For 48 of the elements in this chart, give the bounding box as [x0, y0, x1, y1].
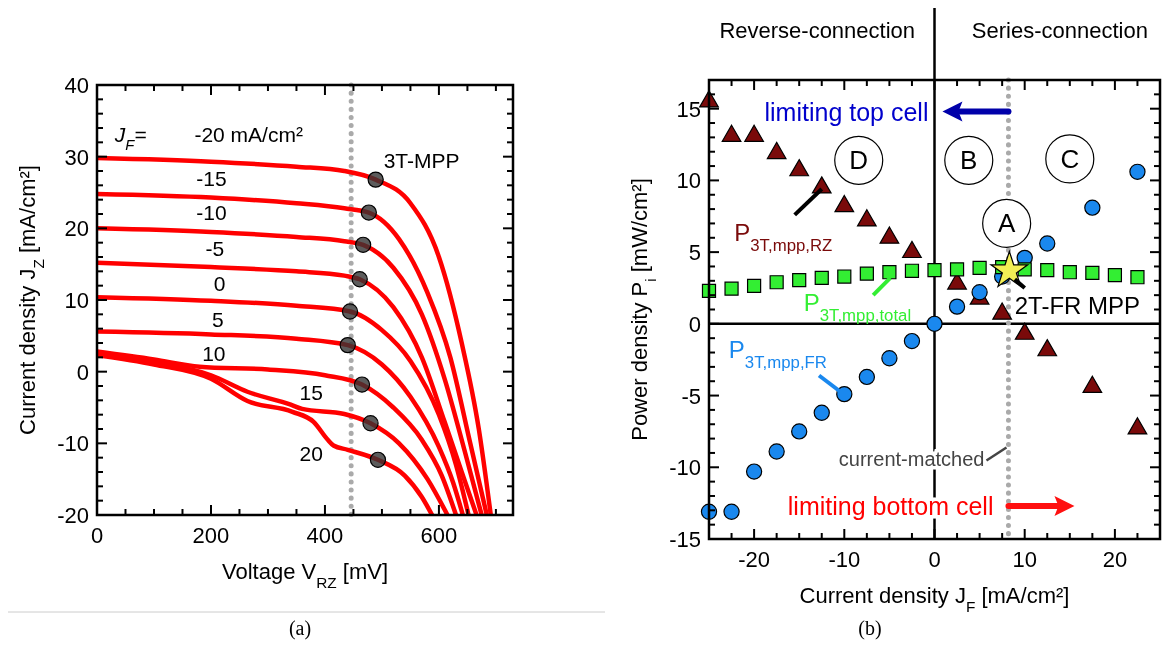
- x-tick-label: 10: [1012, 547, 1037, 572]
- x-tick-label: 600: [420, 523, 458, 548]
- x-tick-label: 400: [306, 523, 344, 548]
- x-tick-label: -10: [828, 547, 861, 572]
- y-tick-label: 0: [688, 311, 701, 337]
- text: (a): [288, 617, 312, 640]
- series-label: P$_{3T,mpp,FR}$: [728, 336, 827, 372]
- legend-label: P$_{3T,mpp,RZ}$: [734, 218, 833, 255]
- text: (b): [858, 617, 882, 640]
- series-label: 20: [299, 441, 323, 465]
- y-tick-label: -15: [669, 527, 701, 552]
- y-tick-label: 0: [76, 359, 89, 385]
- x-tick-label: 20: [1102, 547, 1128, 572]
- series-label: -10: [196, 200, 227, 224]
- legend-label: P$_{3T,mpp,total}$: [803, 288, 912, 325]
- series-label: 5: [211, 307, 224, 331]
- series-label: 15: [299, 380, 323, 404]
- y-tick-label: -10: [669, 455, 701, 481]
- series-label: -20 mA/cm²: [194, 123, 303, 147]
- y-tick-label: 40: [64, 73, 89, 98]
- series-label: -15: [196, 167, 227, 191]
- x-axis-title: Current density J$_{F}$ [mA/cm²]: [799, 583, 1070, 615]
- text: Series-connection: [971, 18, 1148, 43]
- legend-label: 2T-FR MPP: [1014, 291, 1141, 319]
- x-tick-label: 0: [928, 547, 941, 572]
- series-label: 0: [213, 272, 226, 296]
- y-tick-label: -10: [57, 431, 89, 457]
- annotation: limiting top cell: [764, 97, 929, 126]
- annotation: B: [960, 145, 978, 176]
- legend-title: J$_{F}$=: [113, 123, 147, 154]
- x-tick-label: 200: [192, 523, 230, 548]
- series-label: -5: [205, 237, 225, 261]
- y-tick-label: 30: [64, 144, 89, 170]
- annotation: D: [849, 145, 869, 176]
- legend-label: 3T-MPP: [383, 149, 460, 173]
- annotation: C: [1060, 143, 1080, 174]
- x-tick-label: -20: [738, 547, 770, 572]
- annotation: A: [997, 208, 1016, 239]
- y-tick-label: -5: [681, 383, 701, 409]
- series-label: 10: [202, 341, 226, 365]
- y-tick-label: -20: [57, 503, 89, 528]
- y-tick-label: 20: [64, 216, 89, 242]
- x-axis-title: Voltage V$_{RZ}$ [mV]: [221, 559, 389, 591]
- y-tick-label: 10: [676, 168, 701, 194]
- y-tick-label: 15: [676, 96, 701, 122]
- y-tick-label: 10: [64, 288, 89, 313]
- text: Reverse-connection: [719, 18, 916, 43]
- y-tick-label: 5: [688, 240, 701, 266]
